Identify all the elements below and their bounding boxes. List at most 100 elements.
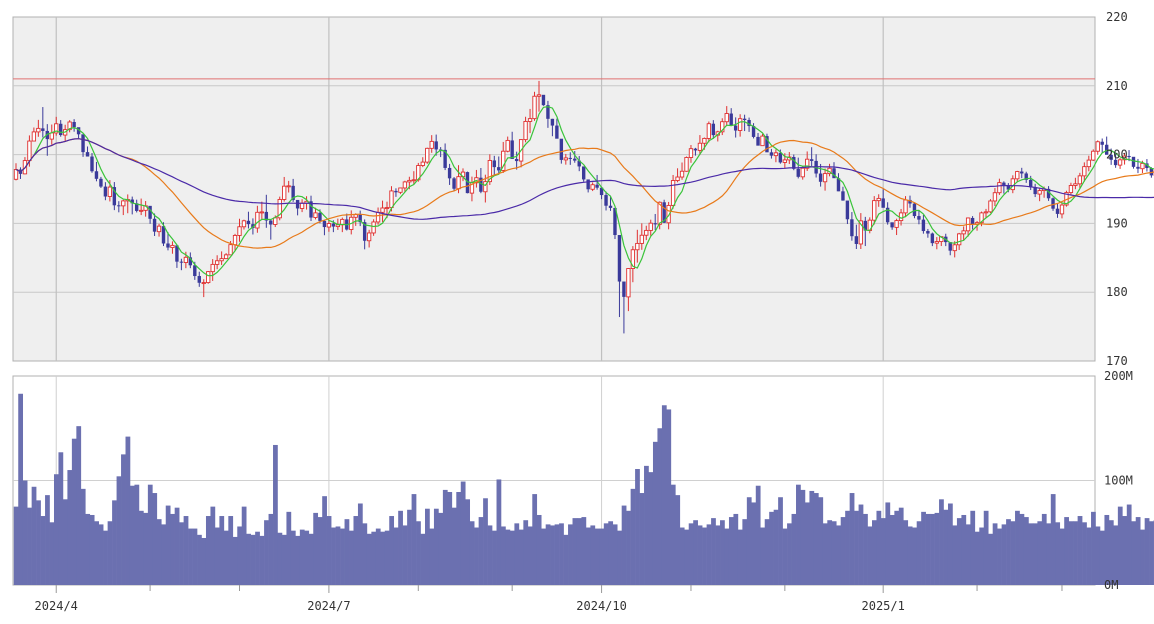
- volume-bar: [903, 520, 908, 585]
- volume-bar: [50, 522, 55, 585]
- candle-body: [1074, 184, 1077, 186]
- volume-bar: [331, 528, 336, 585]
- volume-bar: [684, 530, 689, 585]
- candle-body: [846, 201, 849, 220]
- volume-bar: [1087, 528, 1092, 585]
- volume-bar: [546, 524, 551, 585]
- candle-body: [430, 141, 433, 148]
- candle-body: [95, 171, 98, 179]
- volume-bar: [756, 486, 761, 585]
- volume-bar: [479, 517, 484, 585]
- volume-bar: [765, 519, 770, 585]
- candle-body: [738, 119, 741, 131]
- candle-body: [452, 178, 455, 188]
- volume-bar: [1149, 521, 1154, 585]
- volume-bar: [823, 523, 828, 585]
- candle-body: [671, 181, 674, 206]
- volume-bar: [175, 508, 180, 585]
- candle-body: [551, 119, 554, 126]
- candle-body: [1132, 157, 1135, 167]
- candle-body: [783, 160, 786, 163]
- candle-body: [99, 179, 102, 187]
- candle-body: [157, 226, 160, 232]
- volume-bar: [94, 521, 99, 585]
- volume-bar: [827, 520, 832, 585]
- candle-body: [895, 221, 898, 228]
- volume-bar: [322, 496, 327, 585]
- candle-body: [233, 235, 236, 244]
- volume-bar: [644, 466, 649, 585]
- volume-bar: [161, 524, 166, 585]
- volume-bar: [126, 437, 131, 585]
- volume-bar: [345, 519, 350, 585]
- candle-body: [90, 157, 93, 172]
- volume-bar: [447, 492, 452, 585]
- candle-body: [1141, 163, 1144, 168]
- volume-tick-label: 200M: [1104, 369, 1133, 383]
- candle-body: [332, 224, 335, 227]
- volume-bar: [67, 470, 72, 585]
- candle-body: [274, 218, 277, 225]
- candle-body: [421, 162, 424, 165]
- volume-bar: [832, 521, 837, 585]
- candle-body: [680, 171, 683, 177]
- volume-bar: [358, 503, 363, 585]
- volume-bar: [233, 537, 238, 585]
- volume-bar: [809, 491, 814, 585]
- volume-bar: [152, 493, 157, 585]
- volume-bar: [139, 511, 144, 585]
- volume-bar: [568, 524, 573, 585]
- volume-bar: [944, 510, 949, 585]
- volume-bar: [1069, 521, 1074, 585]
- volume-bar: [800, 490, 805, 585]
- volume-bar: [130, 486, 135, 585]
- candle-body: [1020, 172, 1023, 174]
- volume-bar: [425, 509, 430, 585]
- volume-bar: [72, 439, 77, 585]
- candle-body: [935, 242, 938, 244]
- volume-bar: [863, 514, 868, 585]
- volume-bar: [778, 497, 783, 585]
- candle-body: [1096, 142, 1099, 151]
- volume-bar: [1033, 523, 1038, 585]
- volume-bar: [1051, 494, 1056, 585]
- volume-bar: [666, 409, 671, 585]
- volume-bar: [854, 511, 859, 585]
- volume-bar: [403, 525, 408, 585]
- candle-body: [734, 126, 737, 131]
- candle-body: [560, 139, 563, 160]
- volume-bar: [868, 526, 873, 585]
- candle-body: [984, 212, 987, 213]
- volume-bar: [380, 532, 385, 585]
- volume-bar: [501, 526, 506, 585]
- candle-body: [390, 191, 393, 208]
- candle-body: [59, 124, 62, 135]
- volume-bar: [541, 529, 546, 585]
- candle-body: [881, 198, 884, 207]
- volume-bar: [917, 521, 922, 585]
- volume-bar: [1118, 507, 1123, 585]
- price-tick-label: 180: [1106, 285, 1128, 299]
- volume-bar: [586, 528, 591, 585]
- volume-bar: [689, 523, 694, 585]
- volume-bar: [179, 522, 184, 585]
- candle-body: [202, 283, 205, 284]
- volume-bar: [680, 528, 685, 585]
- volume-bar: [349, 531, 354, 585]
- candle-body: [1056, 209, 1059, 214]
- candle-body: [139, 210, 142, 211]
- volume-bar: [45, 495, 50, 585]
- volume-bar: [210, 507, 215, 585]
- volume-bar: [309, 534, 314, 585]
- volume-bar: [626, 511, 631, 585]
- volume-bar: [988, 534, 993, 585]
- volume-bar: [952, 525, 957, 585]
- volume-bar: [483, 498, 488, 585]
- candle-body: [1060, 205, 1063, 214]
- volume-bar: [787, 523, 792, 585]
- volume-bar: [461, 482, 466, 585]
- volume-bar: [1042, 514, 1047, 585]
- volume-bar: [532, 494, 537, 585]
- volume-bar: [993, 523, 998, 585]
